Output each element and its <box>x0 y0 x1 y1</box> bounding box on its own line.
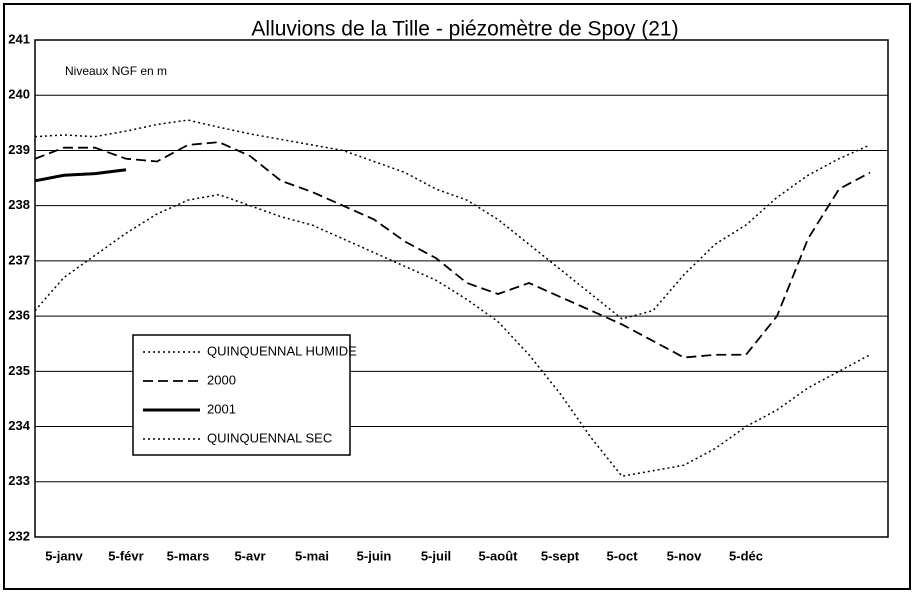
series-line <box>34 168 127 183</box>
series-line <box>34 193 871 478</box>
annotation: Niveaux NGF en m <box>65 64 167 78</box>
x-tick-label: 5-août <box>479 548 519 563</box>
outer-frame <box>3 3 911 590</box>
y-tick-label: 241 <box>8 31 30 46</box>
x-tick-label: 5-mars <box>167 548 210 563</box>
legend-box <box>132 334 351 456</box>
y-tick-label: 238 <box>8 197 30 212</box>
y-tick-label: 234 <box>8 418 30 433</box>
y-tick-label: 233 <box>8 473 30 488</box>
x-tick-label: 5-févr <box>108 548 143 563</box>
y-tick-label: 239 <box>8 142 30 157</box>
y-tick-label: 240 <box>8 87 30 102</box>
x-tick-label: 5-mai <box>295 548 329 563</box>
y-tick-label: 237 <box>8 252 30 267</box>
legend-label: 2001 <box>207 401 236 416</box>
x-tick-label: 5-juin <box>357 548 392 563</box>
y-tick-label: 235 <box>8 363 30 378</box>
series-line <box>34 141 871 359</box>
y-tick-label: 236 <box>8 308 30 323</box>
y-tick-label: 232 <box>8 528 30 543</box>
x-tick-label: 5-nov <box>667 548 702 563</box>
x-tick-label: 5-avr <box>234 548 265 563</box>
x-tick-label: 5-oct <box>606 548 638 563</box>
x-tick-label: 5-juil <box>421 548 451 563</box>
plot-frame <box>34 39 889 538</box>
series-line <box>34 119 871 320</box>
legend-label: 2000 <box>207 372 236 387</box>
legend-label: QUINQUENNAL HUMIDE <box>207 343 357 358</box>
x-tick-label: 5-sept <box>541 548 580 563</box>
legend-label: QUINQUENNAL SEC <box>207 430 332 445</box>
x-tick-label: 5-janv <box>45 548 83 563</box>
x-tick-label: 5-déc <box>729 548 763 563</box>
chart-title: Alluvions de la Tille - piézomètre de Sp… <box>251 18 678 41</box>
